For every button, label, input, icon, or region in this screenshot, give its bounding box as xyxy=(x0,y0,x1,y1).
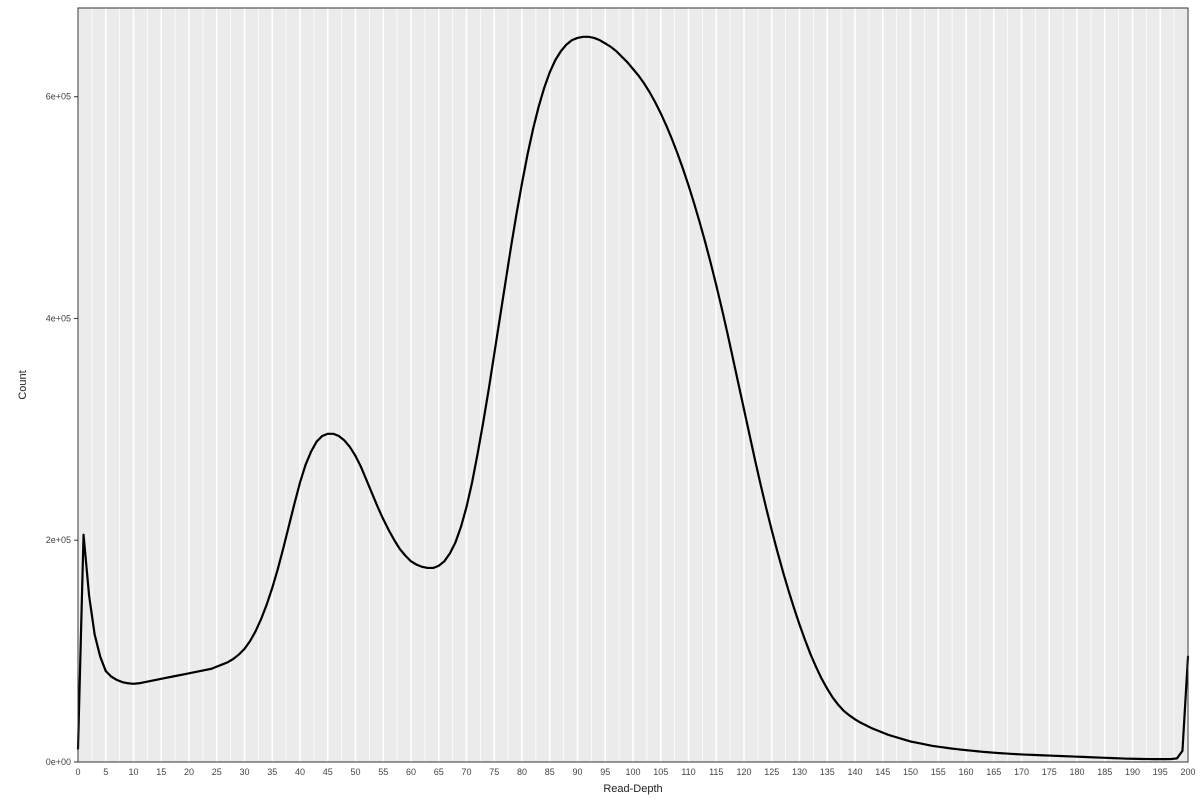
chart-svg: 0e+00 2e+05 4e+05 6e+05 0 5 10 15 20 25 30 35 40 45 50… xyxy=(0,0,1200,800)
x-tick-label: 115 xyxy=(709,767,723,777)
x-tick-label: 25 xyxy=(212,767,222,777)
chart-container: 0e+00 2e+05 4e+05 6e+05 0 5 10 15 20 25 30 35 40 45 50… xyxy=(0,0,1200,800)
x-tick-label: 200 xyxy=(1180,767,1195,777)
x-axis: 0 5 10 15 20 25 30 35 40 45 50 55 60 65 70 75 80 85 90 95 10… xyxy=(75,767,1195,777)
x-tick-label: 10 xyxy=(128,767,138,777)
x-axis-title: Read-Depth xyxy=(603,783,662,795)
x-tick-label: 90 xyxy=(572,767,582,777)
y-tick-label: 0e+00 xyxy=(46,757,71,767)
y-tick-label: 4e+05 xyxy=(46,313,71,323)
x-tick-label: 145 xyxy=(875,767,890,777)
x-tick-label: 120 xyxy=(736,767,751,777)
x-tick-label: 5 xyxy=(103,767,108,777)
y-axis-title: Count xyxy=(17,370,29,399)
x-tick-label: 95 xyxy=(600,767,610,777)
x-tick-label: 0 xyxy=(75,767,80,777)
x-tick-label: 175 xyxy=(1042,767,1057,777)
y-tick-label: 6e+05 xyxy=(46,92,71,102)
x-tick-label: 105 xyxy=(653,767,668,777)
x-tick-label: 80 xyxy=(517,767,527,777)
x-tick-label: 155 xyxy=(931,767,946,777)
x-tick-label: 130 xyxy=(792,767,807,777)
x-tick-label: 55 xyxy=(378,767,388,777)
y-axis: 0e+00 2e+05 4e+05 6e+05 xyxy=(46,92,78,767)
x-tick-label: 100 xyxy=(625,767,640,777)
x-tick-label: 60 xyxy=(406,767,416,777)
x-tick-label: 70 xyxy=(461,767,471,777)
x-tick-label: 135 xyxy=(820,767,835,777)
x-tick-label: 180 xyxy=(1069,767,1084,777)
x-tick-label: 110 xyxy=(681,767,695,777)
x-tick-label: 15 xyxy=(156,767,166,777)
y-tick-label: 2e+05 xyxy=(46,535,71,545)
x-tick-label: 165 xyxy=(986,767,1001,777)
x-tick-label: 45 xyxy=(323,767,333,777)
x-tick-label: 195 xyxy=(1153,767,1168,777)
x-tick-label: 35 xyxy=(267,767,277,777)
x-tick-label: 85 xyxy=(545,767,555,777)
x-tick-label: 140 xyxy=(847,767,862,777)
x-tick-label: 20 xyxy=(184,767,194,777)
x-tick-label: 150 xyxy=(903,767,918,777)
x-tick-label: 170 xyxy=(1014,767,1029,777)
x-tick-label: 40 xyxy=(295,767,305,777)
x-tick-label: 185 xyxy=(1097,767,1112,777)
x-tick-label: 125 xyxy=(764,767,779,777)
x-tick-label: 160 xyxy=(958,767,973,777)
x-tick-label: 190 xyxy=(1125,767,1140,777)
x-tick-label: 65 xyxy=(434,767,444,777)
x-tick-label: 75 xyxy=(489,767,499,777)
x-tick-label: 30 xyxy=(239,767,249,777)
x-tick-label: 50 xyxy=(350,767,360,777)
